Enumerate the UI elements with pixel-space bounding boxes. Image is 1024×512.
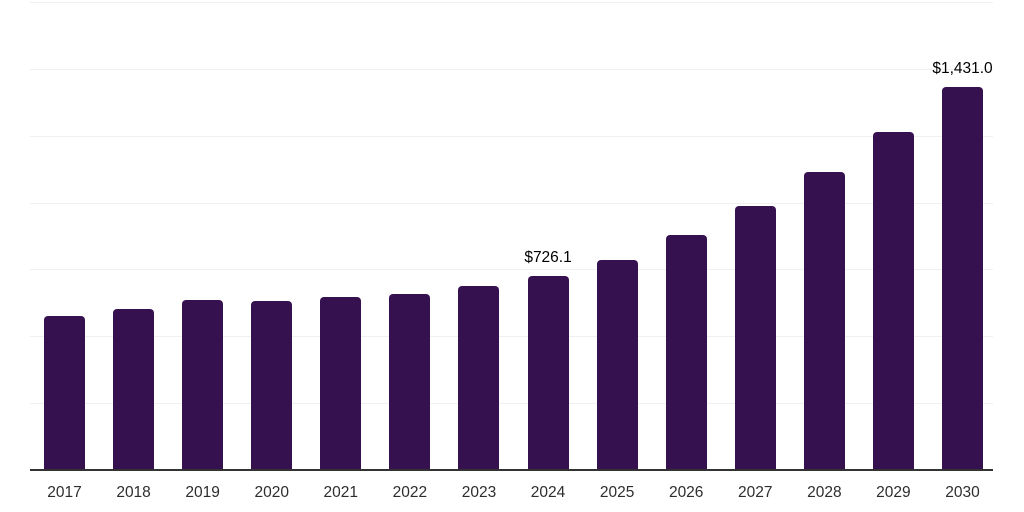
bar-2022 bbox=[389, 294, 431, 470]
bar-2028 bbox=[803, 171, 845, 470]
bar-2023 bbox=[458, 286, 500, 470]
bar-2019 bbox=[182, 299, 224, 470]
bar-2027 bbox=[734, 206, 776, 470]
x-tick-label-2023: 2023 bbox=[461, 484, 497, 501]
gridline bbox=[30, 135, 993, 137]
gridline bbox=[30, 269, 993, 271]
x-tick-label-2022: 2022 bbox=[392, 484, 428, 501]
x-tick-label-2020: 2020 bbox=[254, 484, 289, 501]
x-tick-label-2029: 2029 bbox=[876, 484, 911, 501]
gridline bbox=[30, 336, 993, 338]
bar-2026 bbox=[665, 235, 707, 470]
bar-2029 bbox=[872, 131, 914, 470]
bar-2021 bbox=[320, 297, 362, 470]
data-label-2030: $1,431.0 bbox=[932, 60, 993, 78]
data-label-2024: $726.1 bbox=[524, 248, 572, 266]
gridline bbox=[30, 403, 993, 405]
x-tick-label-2027: 2027 bbox=[738, 484, 773, 501]
bar-2025 bbox=[596, 259, 638, 470]
x-tick-label-2019: 2019 bbox=[185, 484, 220, 501]
x-tick-label-2024: 2024 bbox=[530, 484, 566, 501]
bar-2024 bbox=[527, 275, 569, 470]
x-tick-label-2030: 2030 bbox=[945, 484, 980, 501]
x-axis-line bbox=[30, 469, 993, 471]
x-tick-label-2026: 2026 bbox=[668, 484, 704, 501]
x-tick-label-2028: 2028 bbox=[807, 484, 842, 501]
x-tick-label-2021: 2021 bbox=[323, 484, 359, 501]
bar-2030 bbox=[942, 87, 983, 470]
gridline bbox=[30, 202, 993, 204]
bar-2018 bbox=[113, 309, 155, 470]
gridline bbox=[30, 2, 993, 3]
x-tick-label-2025: 2025 bbox=[599, 484, 635, 501]
gridline bbox=[30, 68, 993, 70]
bar-2017 bbox=[44, 315, 85, 470]
bar-2020 bbox=[251, 301, 293, 470]
x-tick-label-2017: 2017 bbox=[47, 484, 82, 501]
x-tick-label-2018: 2018 bbox=[116, 484, 151, 501]
